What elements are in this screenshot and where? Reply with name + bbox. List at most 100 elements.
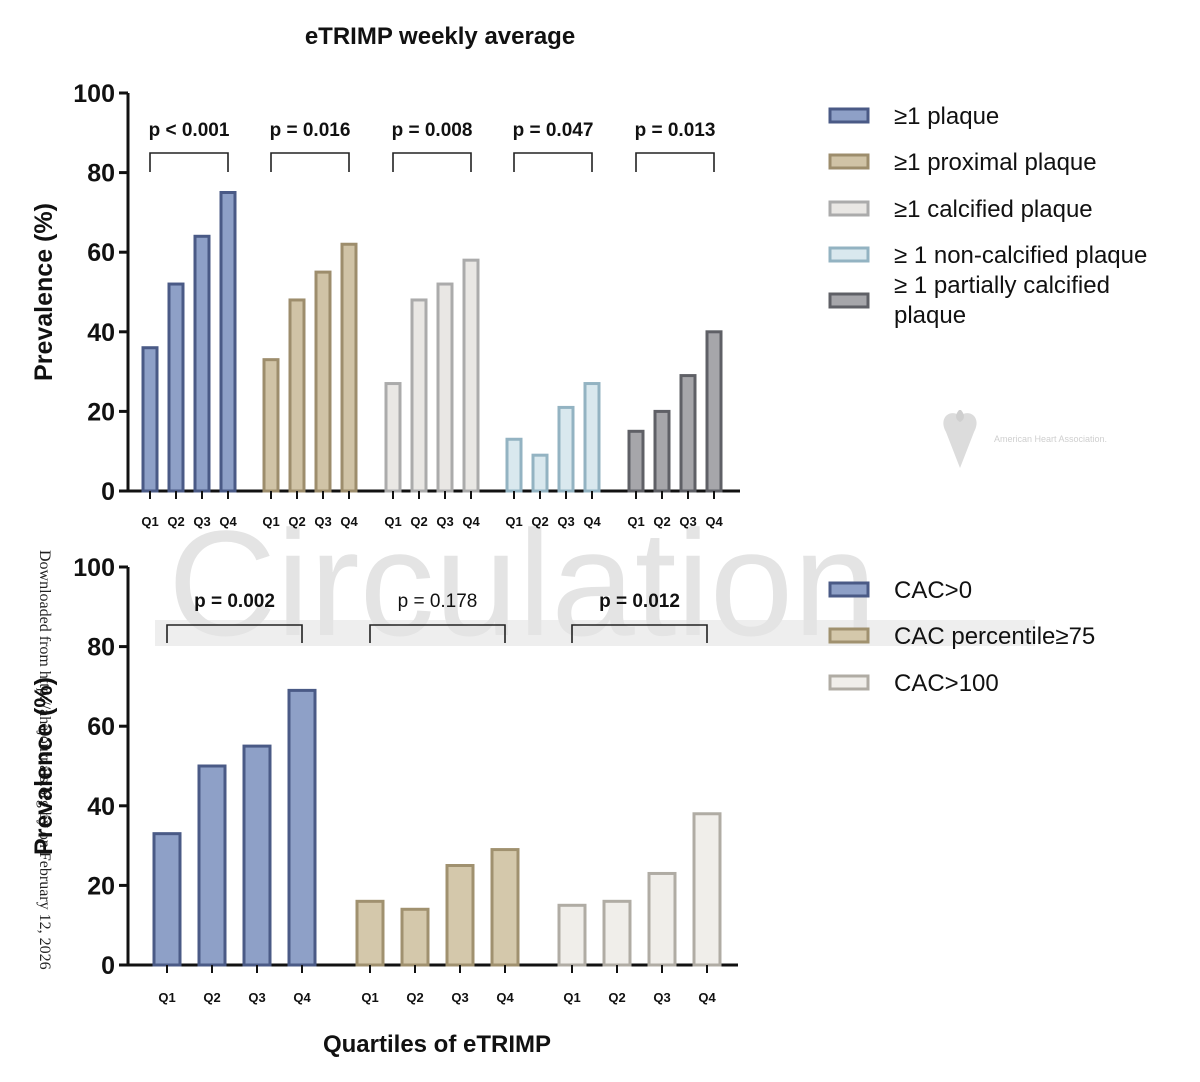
x-tick-label: Q3 [451,990,468,1005]
bar [340,242,358,493]
bar [262,358,280,493]
x-tick-label: Q4 [705,514,723,529]
x-tick-label: Q2 [531,514,548,529]
panel-top: Prevalence (%) 0 20 40 60 80 100 Q1 Q2 Q3 Q4 p < 0.… [30,80,1147,529]
bar [219,191,237,493]
legend-label: ≥ 1 non-calcified plaque [894,242,1147,269]
legend-label: CAC>0 [894,577,972,604]
x-tick-label: Q3 [436,514,453,529]
x-tick-label: Q1 [361,990,378,1005]
p-value-label: p = 0.012 [599,591,680,612]
y-tick-label: 60 [87,713,115,741]
bar [602,899,632,967]
x-tick-label: Q3 [314,514,331,529]
y-tick-label: 20 [87,398,115,426]
significance-bracket [635,152,715,172]
bar [141,346,159,493]
bar [197,764,227,967]
significance-bracket [166,624,303,643]
significance-bracket [270,152,350,172]
bar [152,832,182,967]
y-axis-label: Prevalence (%) [30,677,58,855]
bar [242,744,272,967]
bar [647,871,677,967]
bar [462,258,480,493]
x-tick-label: Q1 [158,990,175,1005]
x-tick-label: Q4 [293,990,311,1005]
p-value-label: p = 0.178 [398,591,478,612]
p-value-label: p < 0.001 [149,120,230,141]
legend-swatch [828,153,870,170]
x-tick-label: Q2 [167,514,184,529]
legend-label: CAC percentile≥75 [894,623,1095,650]
legend-label: plaque [894,302,966,329]
aha-logo-text: American Heart Association. [994,434,1107,444]
y-tick-label: 40 [87,793,115,821]
bar [679,374,697,493]
bar [583,382,601,493]
bar [692,812,722,967]
y-tick-label: 100 [73,80,115,108]
legend-label: ≥1 proximal plaque [894,149,1097,176]
y-tick-label: 80 [87,160,115,188]
x-tick-label: Q1 [563,990,580,1005]
p-value-label: p = 0.002 [194,591,275,612]
p-value-label: p = 0.008 [392,120,473,141]
bar [705,330,723,493]
legend-swatch [828,292,870,309]
bar [557,903,587,967]
bar [557,405,575,493]
x-tick-label: Q4 [462,514,480,529]
bar [436,282,454,493]
bar [384,382,402,493]
aha-logo: American Heart Association. [943,410,1107,468]
x-tick-label: Q1 [384,514,401,529]
legend-swatch [828,107,870,124]
x-tick-label: Q2 [653,514,670,529]
y-tick-label: 40 [87,319,115,347]
significance-bracket [149,152,229,172]
p-value-label: p = 0.016 [270,120,351,141]
y-tick-label: 80 [87,634,115,662]
x-tick-label: Q4 [698,990,716,1005]
download-note: Downloaded from http://ahajournals.org b… [36,550,53,970]
x-tick-label: Q2 [608,990,625,1005]
flame-icon [956,410,964,422]
chart-title: eTRIMP weekly average [305,23,575,50]
x-tick-label: Q3 [679,514,696,529]
x-tick-label: Q4 [340,514,358,529]
legend-swatch [828,627,870,644]
x-tick-label: Q3 [653,990,670,1005]
y-tick-label: 20 [87,872,115,900]
p-value-label: p = 0.047 [513,120,594,141]
significance-bracket [571,624,708,643]
bar [531,453,549,493]
x-axis-label: Quartiles of eTRIMP [323,1031,551,1058]
panel-bottom: Prevalence (%) 0 20 40 60 80 100 Q1 Q2 Q3 Q4 p = 0.… [30,554,1095,1005]
bar [445,864,475,967]
y-tick-label: 100 [73,554,115,582]
y-tick-label: 0 [101,952,115,980]
x-tick-label: Q3 [557,514,574,529]
legend-swatch [828,674,870,691]
x-tick-label: Q1 [505,514,522,529]
x-tick-label: Q4 [496,990,514,1005]
p-value-label: p = 0.013 [635,120,716,141]
legend-swatch [828,246,870,263]
x-tick-label: Q3 [193,514,210,529]
legend-swatch [828,581,870,598]
legend-label: CAC>100 [894,670,999,697]
y-tick-label: 0 [101,478,115,506]
legend-label: ≥1 plaque [894,103,999,130]
bar [288,298,306,493]
legend-label: ≥1 calcified plaque [894,196,1093,223]
x-tick-label: Q1 [627,514,644,529]
x-tick-label: Q1 [141,514,158,529]
bar [653,409,671,493]
x-tick-label: Q2 [288,514,305,529]
x-tick-label: Q2 [203,990,220,1005]
significance-bracket [513,152,593,172]
bar [400,907,430,967]
y-axis-label: Prevalence (%) [30,203,58,381]
